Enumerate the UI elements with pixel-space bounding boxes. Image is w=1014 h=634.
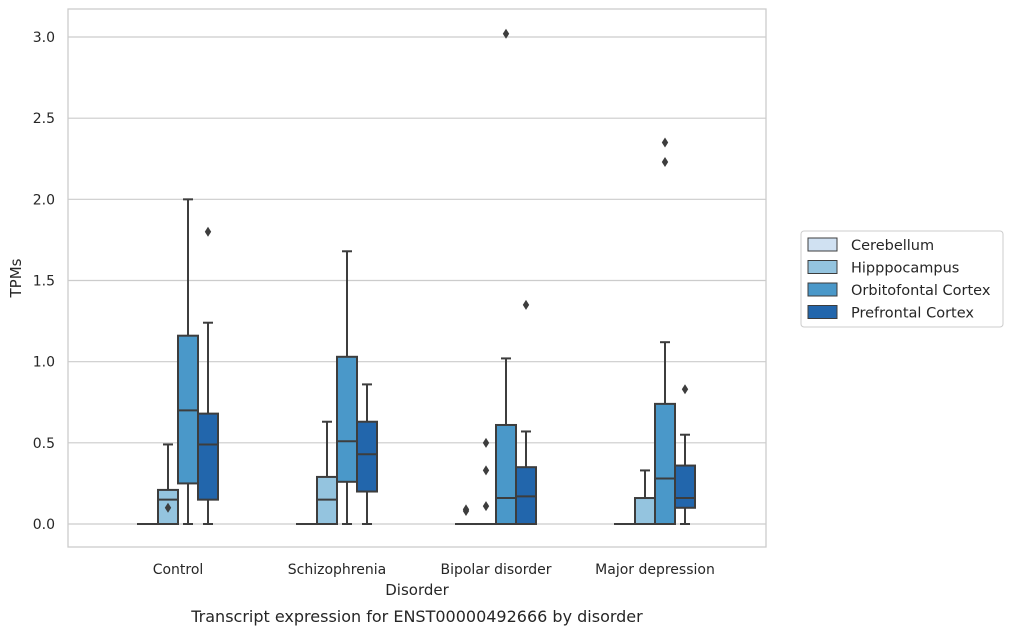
legend-label: Cerebellum bbox=[851, 238, 934, 254]
legend-label: Prefrontal Cortex bbox=[851, 306, 974, 322]
box-group bbox=[495, 28, 517, 525]
x-axis-label: Disorder bbox=[385, 581, 449, 599]
box-group bbox=[197, 226, 219, 525]
box-group bbox=[654, 137, 676, 525]
outlier-point bbox=[164, 502, 172, 513]
legend-label: Hipppocampus bbox=[851, 261, 959, 277]
legend-swatch bbox=[807, 305, 838, 319]
legend-frame bbox=[800, 230, 1004, 328]
outlier-point bbox=[482, 501, 490, 512]
box-group bbox=[177, 198, 199, 525]
y-tick-label: 0.5 bbox=[33, 436, 55, 452]
box-iqr bbox=[356, 420, 378, 493]
outlier-point bbox=[522, 299, 530, 310]
box-group bbox=[336, 250, 358, 525]
outlier-point bbox=[661, 156, 669, 167]
y-tick-label: 2.0 bbox=[33, 192, 55, 208]
box-group bbox=[634, 469, 656, 526]
y-axis-ticks: 0.0 0.5 1.0 1.5 2.0 2.5 3.0 bbox=[33, 30, 55, 533]
box-group bbox=[157, 443, 179, 526]
box-series bbox=[137, 28, 696, 526]
outlier-point bbox=[661, 137, 669, 148]
legend-swatch bbox=[807, 237, 838, 252]
outlier-point bbox=[482, 437, 490, 448]
box-group bbox=[455, 504, 477, 526]
box-iqr bbox=[495, 423, 517, 525]
box-iqr bbox=[674, 464, 696, 509]
y-tick-label: 3.0 bbox=[33, 30, 55, 46]
x-tick-label: Schizophrenia bbox=[288, 562, 386, 578]
box-iqr bbox=[654, 402, 676, 525]
y-tick-label: 2.5 bbox=[33, 111, 55, 127]
y-axis-label: TPMs bbox=[7, 258, 25, 298]
box-group bbox=[316, 420, 338, 526]
y-tick-label: 0.0 bbox=[33, 517, 55, 533]
box-group bbox=[356, 383, 378, 525]
outlier-point bbox=[681, 384, 689, 395]
box-iqr bbox=[634, 497, 656, 526]
box-group bbox=[515, 299, 537, 525]
legend-swatch bbox=[807, 260, 838, 274]
outlier-point bbox=[462, 504, 470, 515]
x-tick-label: Control bbox=[153, 562, 204, 578]
outlier-point bbox=[502, 28, 510, 39]
plot-frame bbox=[67, 8, 767, 548]
chart-caption: Transcript expression for ENST0000049266… bbox=[190, 607, 643, 626]
y-tick-label: 1.5 bbox=[33, 274, 55, 290]
x-tick-label: Major depression bbox=[595, 562, 715, 578]
box-iqr bbox=[197, 412, 219, 501]
legend-label: Orbitofontal Cortex bbox=[851, 283, 991, 299]
x-axis-ticks: Control Schizophrenia Bipolar disorder Majo… bbox=[153, 562, 715, 578]
y-tick-label: 1.0 bbox=[33, 355, 55, 371]
box-iqr bbox=[336, 355, 358, 483]
outlier-point bbox=[482, 465, 490, 476]
legend-swatch bbox=[807, 282, 838, 297]
box-group bbox=[475, 437, 497, 526]
box-group bbox=[674, 384, 696, 525]
outlier-point bbox=[204, 226, 212, 237]
x-tick-label: Bipolar disorder bbox=[440, 562, 551, 578]
legend: Cerebellum Hipppocampus Orbitofontal Corte… bbox=[800, 230, 1004, 328]
